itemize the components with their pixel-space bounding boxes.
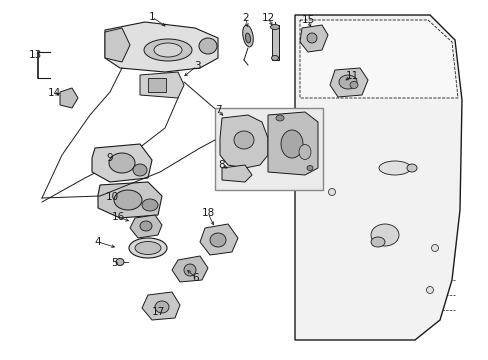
Ellipse shape [154,43,182,57]
Bar [215,108,323,190]
Ellipse shape [114,190,142,210]
Polygon shape [299,20,457,98]
Text: 11: 11 [345,71,358,81]
Ellipse shape [426,287,433,293]
Text: 8: 8 [218,160,225,170]
Ellipse shape [430,244,438,252]
Bar [148,78,165,92]
Ellipse shape [298,144,310,159]
Ellipse shape [406,164,416,172]
Text: 18: 18 [201,208,214,218]
Polygon shape [98,182,162,218]
Ellipse shape [245,33,250,43]
Ellipse shape [234,131,253,149]
Ellipse shape [275,115,284,121]
Polygon shape [140,72,183,98]
Polygon shape [130,215,162,238]
Ellipse shape [349,81,357,89]
Ellipse shape [199,38,217,54]
Ellipse shape [109,153,135,173]
Polygon shape [294,15,461,340]
Ellipse shape [142,199,158,211]
Ellipse shape [271,55,278,60]
Text: 10: 10 [105,192,118,202]
Text: 2: 2 [242,13,249,23]
Text: 12: 12 [261,13,274,23]
Ellipse shape [281,130,303,158]
Ellipse shape [140,221,152,231]
Polygon shape [267,112,317,175]
Ellipse shape [378,161,410,175]
Polygon shape [105,28,130,62]
Polygon shape [105,22,218,72]
Text: 5: 5 [110,258,117,268]
Ellipse shape [135,242,161,255]
Ellipse shape [306,166,312,171]
Text: 14: 14 [47,88,61,98]
Polygon shape [220,115,267,168]
Ellipse shape [133,164,147,176]
Polygon shape [142,292,180,320]
Text: 1: 1 [148,12,155,22]
Ellipse shape [129,238,167,258]
Ellipse shape [370,237,384,247]
Polygon shape [299,25,327,52]
Bar [271,25,279,60]
Ellipse shape [306,33,316,43]
Text: 13: 13 [28,50,41,60]
Text: 9: 9 [106,153,113,163]
Text: 3: 3 [193,61,200,71]
Text: 15: 15 [301,15,314,25]
Ellipse shape [370,224,398,246]
Text: 7: 7 [214,105,221,115]
Ellipse shape [328,189,335,195]
Ellipse shape [183,264,196,276]
Ellipse shape [270,24,279,30]
Text: 16: 16 [111,212,124,222]
Ellipse shape [209,233,225,247]
Polygon shape [329,68,367,97]
Polygon shape [222,165,251,182]
Polygon shape [60,88,78,108]
Text: 17: 17 [151,307,164,317]
Polygon shape [172,256,207,282]
Text: 6: 6 [192,273,199,283]
Polygon shape [200,224,238,255]
Ellipse shape [143,39,192,61]
Ellipse shape [338,75,356,89]
Polygon shape [92,144,152,182]
Text: 4: 4 [95,237,101,247]
Ellipse shape [116,258,124,265]
Ellipse shape [155,301,169,313]
Ellipse shape [242,25,253,47]
